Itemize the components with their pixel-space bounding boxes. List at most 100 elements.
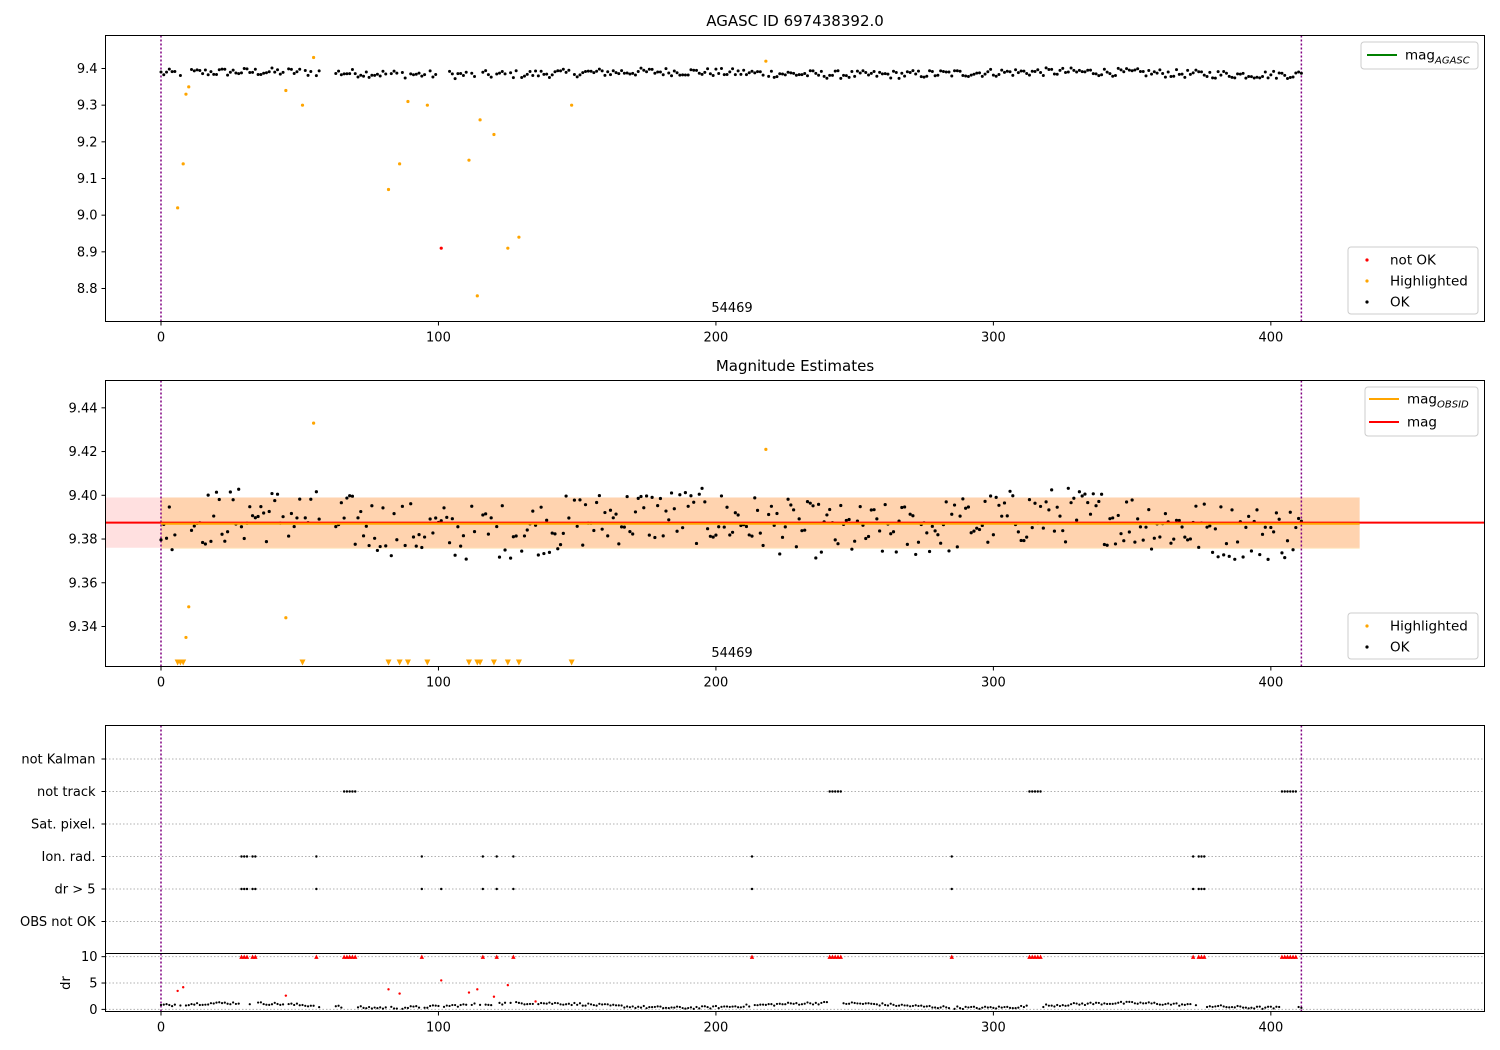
ok-point (192, 524, 196, 528)
flag-point (1289, 790, 1292, 793)
dr-point (1139, 1001, 1142, 1004)
dr-point (1014, 1006, 1017, 1010)
ok-point (858, 504, 862, 509)
legend-label: OK (1390, 640, 1411, 656)
offscale-marker (504, 659, 511, 666)
x-tick-label: 0 (157, 1021, 165, 1036)
ok-point (756, 70, 760, 74)
dr-point (1186, 1002, 1189, 1006)
dr-point (667, 1006, 670, 1010)
ok-point (844, 518, 848, 523)
ok-point (309, 497, 313, 501)
ok-point (209, 70, 213, 74)
ok-point (273, 498, 277, 503)
ok-point (689, 494, 693, 498)
ok-point (295, 70, 299, 74)
dr-point (528, 1002, 532, 1006)
flag-point (1039, 790, 1042, 793)
dr-point (756, 1004, 759, 1007)
dr-point (226, 1002, 229, 1005)
dr-clipped-marker (494, 954, 499, 959)
dr-point (967, 1006, 970, 1009)
ok-point (481, 513, 485, 517)
dr-point (917, 1004, 920, 1008)
ok-point (378, 74, 382, 78)
ok-point (1077, 68, 1081, 72)
y-tick-label: 9.4 (77, 62, 98, 77)
ok-point (1233, 557, 1237, 561)
ok-point (281, 70, 285, 74)
ok-point (414, 544, 418, 548)
ok-point (944, 70, 948, 74)
dr-point (961, 1007, 964, 1011)
dr-frame (105, 953, 1485, 1012)
ok-point (769, 69, 773, 73)
ok-point (237, 72, 241, 76)
dr-clipped-marker (419, 954, 425, 959)
ok-point (239, 71, 243, 75)
ok-point (977, 527, 982, 532)
ok-point (1252, 76, 1256, 80)
dr-outlier-point (506, 983, 510, 987)
dr-point (184, 1004, 188, 1007)
ok-point (1199, 70, 1203, 74)
dr-point (190, 1002, 193, 1006)
ok-point (1186, 68, 1190, 72)
legend-label: mag (1407, 415, 1437, 431)
dr-point (1250, 1006, 1253, 1009)
ok-point (1063, 540, 1068, 544)
ok-point (794, 73, 798, 77)
ok-point (953, 69, 957, 73)
ok-point (228, 490, 232, 494)
ok-point (1002, 70, 1006, 74)
dr-point (515, 1000, 518, 1004)
ok-point (1266, 76, 1270, 80)
ok-point (1158, 68, 1162, 72)
ok-point (689, 68, 693, 72)
dr-point (367, 1005, 371, 1009)
ok-point (789, 503, 793, 507)
x-tick-label: 300 (981, 1021, 1006, 1036)
ok-point (608, 508, 613, 512)
highlighted-point (475, 294, 479, 298)
ok-point (1089, 68, 1092, 72)
ok-point (450, 72, 454, 76)
dr-point (956, 1005, 959, 1008)
ok-point (1108, 72, 1112, 76)
ok-point (733, 511, 737, 515)
ok-point (672, 507, 676, 511)
ok-point (345, 496, 349, 500)
dr-point (1178, 1004, 1181, 1007)
dr-point (859, 1002, 862, 1005)
dr-point (170, 1005, 174, 1008)
ok-point (1294, 71, 1298, 75)
ok-point (664, 509, 668, 513)
dr-point (800, 1003, 804, 1006)
ok-point (508, 556, 513, 560)
flags-panel: not Kalman not track Sat. pixel. Ion. rad. d… (20, 725, 1485, 954)
dr-point (920, 1004, 923, 1007)
ok-point (503, 72, 507, 76)
ok-point (1119, 68, 1123, 72)
ok-point (542, 551, 546, 556)
ok-point (453, 553, 457, 557)
ok-point (619, 525, 624, 529)
dr-clipped-marker (250, 954, 255, 959)
ok-point (800, 73, 804, 77)
dr-point (276, 1002, 279, 1006)
ok-point (287, 534, 291, 538)
ok-point (947, 549, 951, 553)
dr-point (409, 1005, 412, 1008)
ok-point (966, 74, 970, 78)
ok-point (708, 72, 712, 76)
dr-point (675, 1005, 679, 1008)
ok-point (428, 69, 432, 73)
ok-point (384, 544, 388, 548)
ok-point (678, 493, 682, 497)
ok-point (253, 67, 257, 71)
ok-point (739, 72, 743, 76)
dr-point (759, 1003, 762, 1006)
dr-point (1067, 1004, 1070, 1007)
dr-point (1225, 1006, 1228, 1009)
ok-point (1136, 67, 1140, 71)
